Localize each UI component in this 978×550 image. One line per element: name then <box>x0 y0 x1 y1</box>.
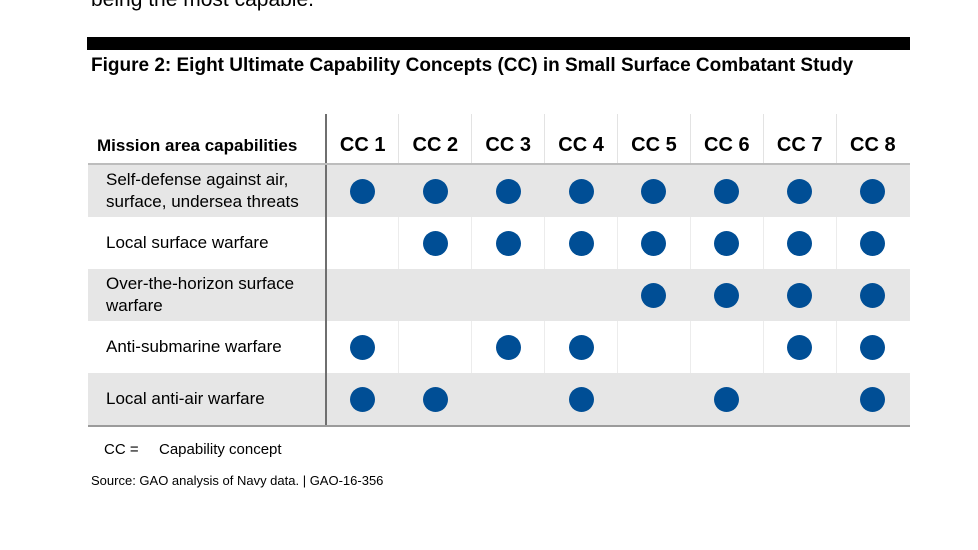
capability-dot-icon <box>714 386 740 412</box>
table-row: Local anti-air warfare <box>88 373 910 427</box>
capability-cell <box>836 217 909 269</box>
capability-cell <box>471 164 546 217</box>
header-cc-3: CC 3 <box>471 114 546 165</box>
capability-dot-icon <box>350 386 376 412</box>
capability-dot-icon <box>641 178 667 204</box>
capability-dot-icon <box>787 178 813 204</box>
capability-cell <box>690 164 764 217</box>
header-cc-4: CC 4 <box>544 114 618 165</box>
header-cc-2: CC 2 <box>398 114 473 165</box>
capability-cell <box>690 217 764 269</box>
capability-cell <box>690 269 764 321</box>
header-cc-5: CC 5 <box>617 114 691 165</box>
capability-cell <box>326 217 400 269</box>
table-row: Local surface warfare <box>88 217 909 269</box>
capability-dot-icon <box>714 282 740 308</box>
table-header-row: Mission area capabilities CC 1 CC 2 CC 3… <box>88 114 909 165</box>
capability-dot-icon <box>568 230 594 256</box>
capability-dot-icon <box>422 230 448 256</box>
capability-dot-icon <box>641 282 667 308</box>
row-label: Anti-submarine warfare <box>88 321 327 373</box>
table-body: Self-defense against air, surface, under… <box>88 164 910 427</box>
capability-dot-icon <box>568 178 594 204</box>
row-label: Self-defense against air, surface, under… <box>88 164 327 217</box>
capability-cell <box>544 164 618 217</box>
capability-dot-icon <box>495 334 521 360</box>
legend-abbreviation: CC = <box>104 441 139 458</box>
capability-cell <box>326 373 400 427</box>
capability-cell <box>690 321 764 373</box>
header-cc-7: CC 7 <box>763 114 837 165</box>
source-note: Source: GAO analysis of Navy data. | GAO… <box>91 473 384 488</box>
capability-dot-icon <box>641 230 667 256</box>
capability-cell <box>836 164 910 217</box>
capability-cell <box>763 217 837 269</box>
capability-cell <box>690 373 764 427</box>
table-row: Self-defense against air, surface, under… <box>88 164 910 217</box>
capability-cell <box>763 373 837 427</box>
capability-cell <box>617 373 691 427</box>
capability-dot-icon <box>714 178 740 204</box>
capability-dot-icon <box>568 334 594 360</box>
row-label: Over-the-horizon surface warfare <box>88 269 327 321</box>
header-cc-8: CC 8 <box>836 114 909 165</box>
figure-top-rule <box>87 37 910 50</box>
legend: CC = Capability concept <box>104 441 282 458</box>
capability-dot-icon <box>714 230 740 256</box>
capability-cell <box>617 269 691 321</box>
capability-dot-icon <box>860 282 886 308</box>
capability-cell <box>398 269 473 321</box>
capability-cell <box>617 217 691 269</box>
capability-cell <box>544 373 618 427</box>
capability-dot-icon <box>495 178 521 204</box>
capability-cell <box>617 321 691 373</box>
capability-dot-icon <box>860 386 886 412</box>
capability-cell <box>836 321 909 373</box>
capability-cell <box>398 164 473 217</box>
capability-dot-icon <box>860 334 886 360</box>
figure-title: Figure 2: Eight Ultimate Capability Conc… <box>91 55 854 76</box>
capability-cell <box>836 373 910 427</box>
capability-cell <box>398 321 473 373</box>
capability-cell <box>763 269 837 321</box>
table-row: Anti-submarine warfare <box>88 321 909 373</box>
capability-cell <box>763 321 837 373</box>
row-label: Local anti-air warfare <box>88 373 327 427</box>
capability-cell <box>326 269 400 321</box>
capability-cell <box>471 217 546 269</box>
legend-text: Capability concept <box>159 441 282 458</box>
capability-dot-icon <box>568 386 594 412</box>
capability-dot-icon <box>860 230 886 256</box>
capability-cell <box>836 269 910 321</box>
header-mission-area: Mission area capabilities <box>88 114 327 165</box>
capability-cell <box>544 321 618 373</box>
capability-dot-icon <box>787 282 813 308</box>
capability-cell <box>471 373 546 427</box>
capability-concept-table: Mission area capabilities CC 1 CC 2 CC 3… <box>88 114 910 427</box>
capability-dot-icon <box>350 334 376 360</box>
header-cc-6: CC 6 <box>690 114 764 165</box>
capability-cell <box>471 269 546 321</box>
capability-dot-icon <box>350 178 376 204</box>
row-label: Local surface warfare <box>88 217 327 269</box>
capability-dot-icon <box>860 178 886 204</box>
capability-cell <box>398 217 473 269</box>
capability-dot-icon <box>495 230 521 256</box>
capability-cell <box>617 164 691 217</box>
capability-cell <box>398 373 473 427</box>
capability-cell <box>471 321 546 373</box>
capability-dot-icon <box>422 178 448 204</box>
header-cc-1: CC 1 <box>326 114 400 165</box>
table-row: Over-the-horizon surface warfare <box>88 269 910 321</box>
capability-dot-icon <box>787 334 813 360</box>
preceding-text: being the most capable. <box>91 0 314 12</box>
capability-cell <box>326 321 400 373</box>
capability-cell <box>326 164 400 217</box>
capability-cell <box>763 164 837 217</box>
capability-dot-icon <box>422 386 448 412</box>
capability-cell <box>544 269 618 321</box>
capability-dot-icon <box>787 230 813 256</box>
capability-cell <box>544 217 618 269</box>
